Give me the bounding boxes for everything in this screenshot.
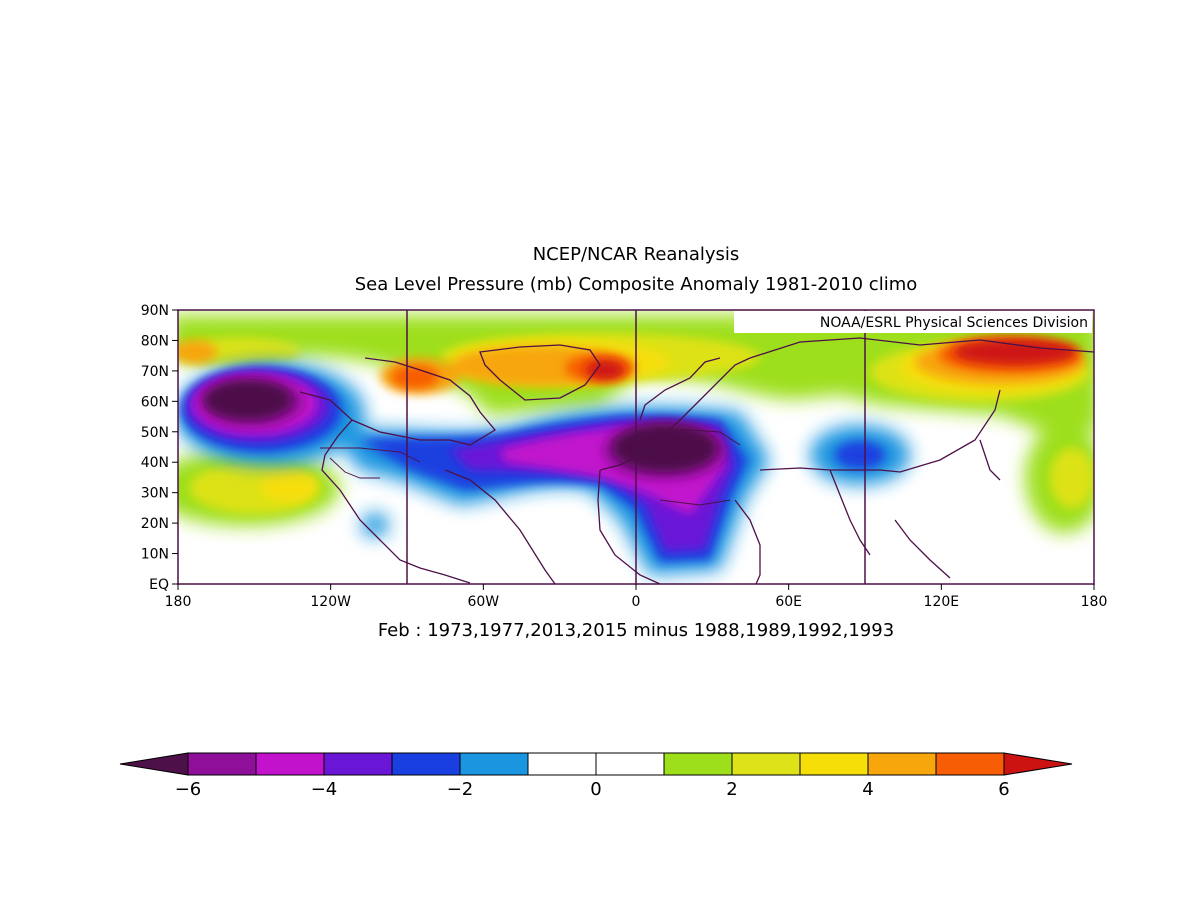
colorbar-swatch [255,752,325,776]
longitude-axis: 180 120W 60W 0 60E 120E 180 [165,584,1108,610]
colorbar-labels: −6 −4 −2 0 2 4 6 [175,779,1010,800]
colorbar-tick-label: −6 [175,779,202,800]
colorbar-swatch [799,752,869,776]
colorbar-tick-label: 6 [998,779,1009,800]
colorbar-swatch [935,752,1005,776]
colorbar-swatch [187,752,257,776]
lat-tick-label: 20N [141,516,169,532]
colorbar-tick-label: 0 [590,779,601,800]
map-frame [177,309,1095,585]
lon-tick-label: 60E [775,594,802,610]
colorbar-swatch [391,752,461,776]
colorbar-swatch [527,752,597,776]
colorbar-swatch [663,752,733,776]
lat-tick-label: 30N [141,486,169,502]
colorbar-tick-label: −2 [447,779,474,800]
lat-tick-label: 10N [141,547,169,563]
colorbar [119,752,1073,776]
map-title: NCEP/NCAR Reanalysis [533,244,740,265]
lon-tick-label: 180 [165,594,192,610]
colorbar-swatch [595,752,665,776]
lat-tick-label: 40N [141,455,169,471]
map-caption: Feb : 1973,1977,2013,2015 minus 1988,198… [378,620,894,641]
colorbar-swatch [867,752,937,776]
colorbar-tick-label: 2 [726,779,737,800]
colorbar-tick-label: 4 [862,779,873,800]
lat-tick-label: EQ [149,577,169,593]
colorbar-low-arrow [119,752,189,776]
colorbar-tick-label: −4 [311,779,338,800]
colorbar-swatch [323,752,393,776]
latitude-axis: 90N 80N 70N 60N 50N 40N 30N 20N 10N EQ [141,303,178,593]
map-subtitle: Sea Level Pressure (mb) Composite Anomal… [355,274,918,295]
lat-tick-label: 50N [141,425,169,441]
colorbar-swatch [731,752,801,776]
lon-tick-label: 120W [310,594,351,610]
anomaly-field [178,310,1094,584]
lon-tick-label: 0 [632,594,641,610]
lon-tick-label: 120E [924,594,960,610]
lat-tick-label: 80N [141,333,169,349]
lat-tick-label: 90N [141,303,169,319]
credit-label: NOAA/ESRL Physical Sciences Division [820,315,1088,331]
lon-tick-label: 60W [467,594,499,610]
colorbar-swatch [459,752,529,776]
lat-tick-label: 60N [141,394,169,410]
colorbar-high-arrow [1003,752,1073,776]
lat-tick-label: 70N [141,364,169,380]
lon-tick-label: 180 [1081,594,1108,610]
